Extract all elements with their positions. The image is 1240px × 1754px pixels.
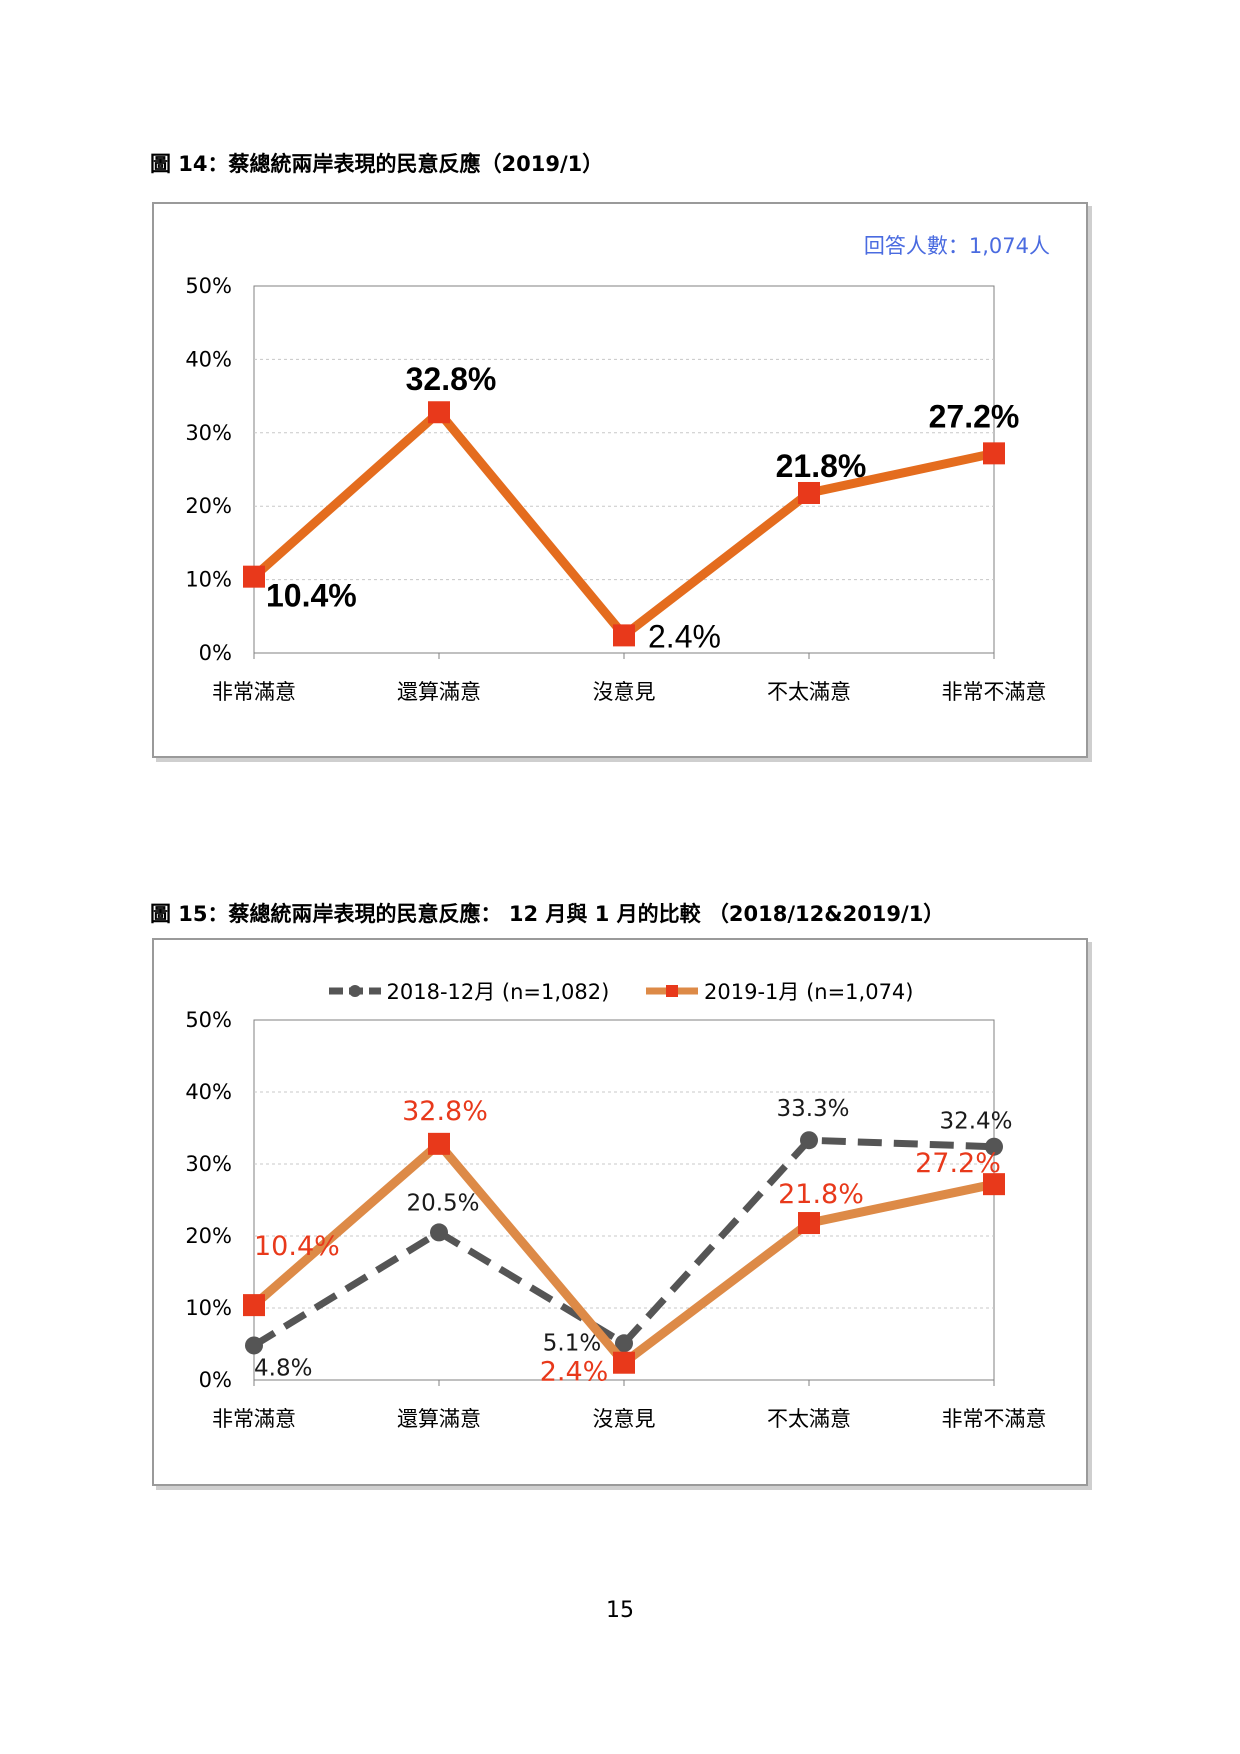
data-point-marker [245, 1336, 263, 1355]
data-point-marker [983, 442, 1005, 465]
y-tick-label: 30% [185, 1152, 232, 1176]
x-category-label: 非常不滿意 [942, 1407, 1047, 1431]
data-label: 10.4% [266, 578, 357, 614]
data-point-marker [430, 1223, 448, 1242]
data-label: 20.5% [406, 1190, 479, 1216]
page-number: 15 [606, 1598, 634, 1623]
data-point-marker [613, 624, 635, 647]
data-label: 2.4% [648, 618, 721, 654]
legend-swatch-jan [646, 985, 699, 997]
legend-label-dec: 2018-12月 (n=1,082) [386, 980, 610, 1004]
data-label: 4.8% [254, 1355, 312, 1381]
data-point-marker [243, 1294, 265, 1317]
x-category-label: 不太滿意 [767, 1407, 851, 1431]
y-tick-label: 10% [185, 1296, 232, 1320]
x-category-label: 非常滿意 [212, 1407, 296, 1431]
y-tick-label: 40% [185, 347, 232, 371]
y-tick-label: 20% [185, 1224, 232, 1248]
legend-item-jan: 2019-1月 (n=1,074) [644, 976, 913, 1006]
data-point-marker [243, 565, 265, 588]
data-label: 21.8% [776, 448, 867, 484]
data-label: 27.2% [915, 1148, 1001, 1179]
figure-14-caption: 圖 14：蔡總統兩岸表現的民意反應（2019/1） [150, 152, 604, 176]
data-point-marker [428, 1132, 450, 1155]
y-tick-label: 40% [185, 1080, 232, 1104]
data-label: 2.4% [540, 1357, 609, 1388]
y-tick-label: 10% [185, 568, 232, 592]
data-point-marker [983, 1173, 1005, 1196]
figure-14-line-chart: 0% 10% 20% 30% 40% 50% 非常滿意 還算滿意 沒意見 不太滿意 非常不滿意 10.… [185, 274, 1047, 704]
data-point-marker [613, 1351, 635, 1374]
legend-item-dec: 2018-12月 (n=1,082) [327, 976, 610, 1006]
y-tick-label: 0% [199, 1368, 232, 1392]
x-category-label: 沒意見 [593, 680, 656, 704]
figure-14-chart-frame: 回答人數：1,074人 0% 10% 20% 30% 40% 50% 非常滿意 還算滿意 沒意見… [152, 202, 1088, 758]
legend-swatch-dec [328, 985, 381, 997]
figure-15-caption: 圖 15：蔡總統兩岸表現的民意反應： 12 月與 1 月的比較 （2018/12… [150, 902, 945, 926]
data-point-marker [798, 481, 820, 504]
respondent-count: 回答人數：1,074人 [863, 234, 1050, 258]
x-category-label: 還算滿意 [397, 1407, 481, 1431]
data-label: 5.1% [543, 1330, 601, 1356]
x-category-label: 不太滿意 [767, 680, 851, 704]
data-point-marker [798, 1212, 820, 1235]
x-category-label: 還算滿意 [397, 680, 481, 704]
y-tick-label: 50% [185, 1008, 232, 1032]
legend-label-jan: 2019-1月 (n=1,074) [704, 980, 914, 1004]
x-category-label: 非常不滿意 [942, 680, 1047, 704]
plot-area [253, 1019, 995, 1381]
data-point-marker [615, 1334, 633, 1353]
data-label: 32.8% [402, 1096, 488, 1127]
x-category-label: 非常滿意 [212, 680, 296, 704]
plot-area [253, 285, 995, 654]
y-tick-label: 20% [185, 494, 232, 518]
data-label: 10.4% [254, 1231, 340, 1262]
data-point-marker [985, 1137, 1003, 1156]
data-point-marker [428, 401, 450, 424]
y-tick-label: 50% [185, 274, 232, 298]
x-category-label: 沒意見 [593, 1407, 656, 1431]
data-label: 32.8% [406, 361, 497, 397]
data-label: 27.2% [929, 398, 1020, 434]
figure-15-line-chart: 0% 10% 20% 30% 40% 50% 非常滿意 還算滿意 沒意見 不太滿意 非常不滿意 4.8… [185, 1008, 1047, 1431]
y-tick-label: 0% [199, 641, 232, 665]
data-label: 21.8% [778, 1179, 864, 1210]
figure-15-chart-frame: 2018-12月 (n=1,082) 2019-1月 (n=1,074) 0% 1… [152, 938, 1088, 1486]
data-point-marker [800, 1131, 818, 1150]
y-tick-label: 30% [185, 421, 232, 445]
data-label: 32.4% [939, 1109, 1012, 1135]
chart-legend: 2018-12月 (n=1,082) 2019-1月 (n=1,074) [154, 976, 1086, 1006]
data-label: 33.3% [776, 1096, 849, 1122]
